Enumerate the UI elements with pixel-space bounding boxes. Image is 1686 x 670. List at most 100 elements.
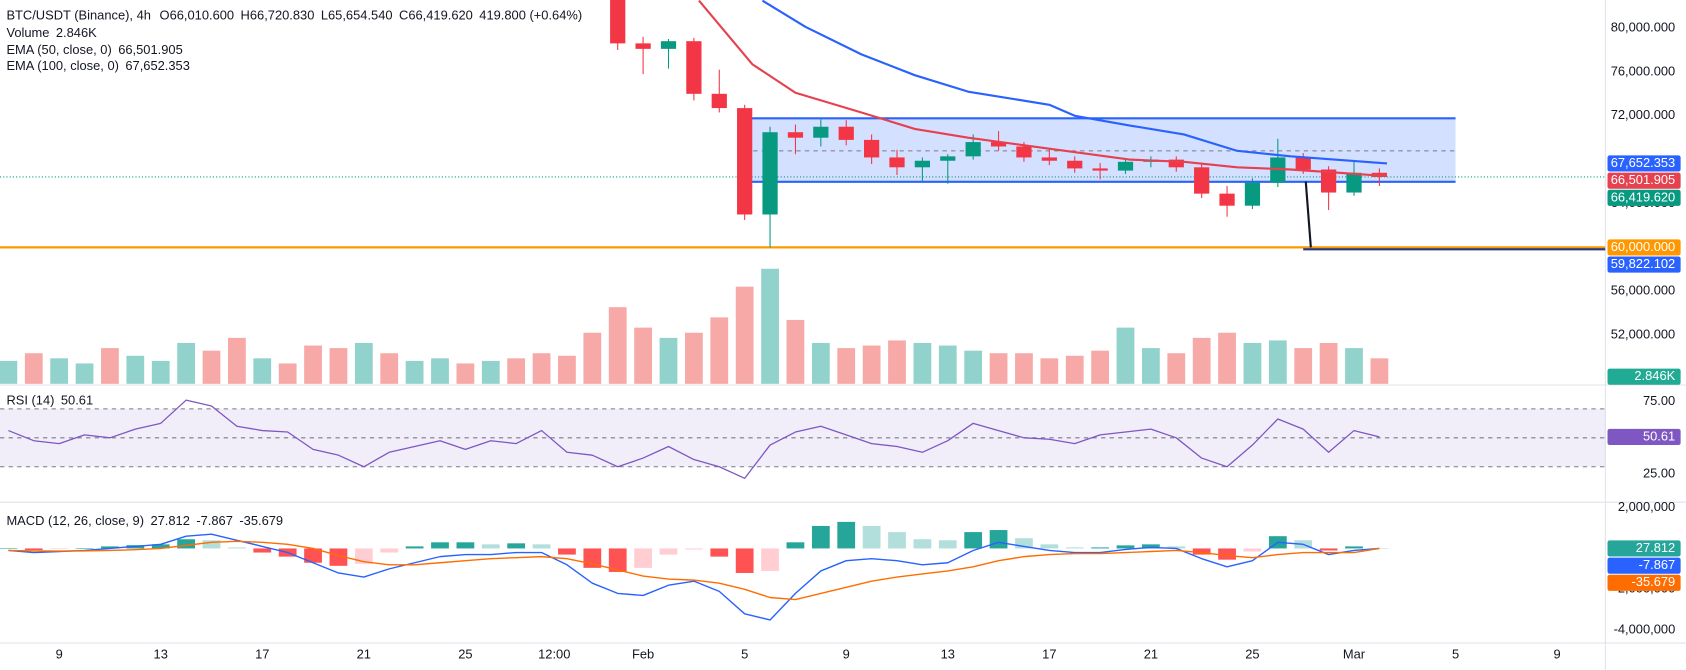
x-tick-label: 25 bbox=[1245, 646, 1259, 661]
candle-body bbox=[1092, 168, 1108, 171]
volume-bar bbox=[354, 342, 373, 384]
macd-histogram-bar bbox=[1040, 544, 1059, 549]
macd-histogram-bar bbox=[50, 548, 69, 549]
volume-bar bbox=[405, 360, 424, 384]
candle-body bbox=[1016, 146, 1032, 158]
macd-histogram-bar bbox=[761, 548, 779, 571]
macd-histogram-bar bbox=[151, 544, 170, 549]
candle-body bbox=[940, 156, 956, 161]
x-tick-label: Mar bbox=[1343, 646, 1366, 661]
volume-bar bbox=[1040, 358, 1059, 384]
ohlc-name: C bbox=[399, 8, 408, 23]
macd-pane bbox=[0, 521, 1389, 621]
macd-histogram-bar bbox=[989, 530, 1008, 549]
price-tag bbox=[1607, 428, 1681, 445]
candle-body bbox=[1346, 172, 1362, 193]
macd-histogram-bar bbox=[253, 548, 272, 553]
macd-histogram-bar bbox=[177, 539, 195, 549]
volume-bar bbox=[1091, 350, 1109, 384]
macd-histogram-bar bbox=[227, 547, 246, 549]
y-tick-label: 75.00 bbox=[1643, 393, 1675, 408]
x-tick-label: 5 bbox=[1452, 646, 1459, 661]
volume-bar bbox=[710, 317, 729, 384]
macd-histogram-bar bbox=[837, 521, 856, 549]
macd-histogram-bar bbox=[786, 542, 805, 549]
volume-bar bbox=[380, 353, 399, 384]
price-tag bbox=[1607, 172, 1681, 189]
x-tick-label: 17 bbox=[255, 646, 269, 661]
volume-bar bbox=[583, 332, 602, 384]
price-tag bbox=[1607, 557, 1681, 574]
macd-histogram-bar bbox=[532, 544, 551, 549]
candle-body bbox=[1244, 182, 1261, 206]
macd-histogram-bar bbox=[1319, 548, 1338, 551]
candle-body bbox=[889, 157, 905, 168]
x-tick-label: Feb bbox=[632, 646, 654, 661]
macd-histogram-bar bbox=[811, 525, 830, 549]
macd-histogram-bar bbox=[1091, 547, 1109, 549]
volume-bar bbox=[837, 348, 856, 384]
candle-body bbox=[787, 132, 804, 138]
legend-title: MACD (12, 26, close, 9) bbox=[6, 513, 144, 528]
volume-bar bbox=[431, 358, 449, 384]
ema-line bbox=[698, 0, 1388, 178]
volume-bar bbox=[177, 342, 195, 384]
macd-histogram-bar bbox=[1065, 547, 1084, 549]
axes: 80,000.00076,000.00072,000.00064,000.000… bbox=[56, 19, 1681, 661]
macd-histogram-bar bbox=[1218, 548, 1236, 560]
y-tick-label: 2,000,000 bbox=[1618, 499, 1675, 514]
ohlc-value: 66,720.830 bbox=[250, 8, 315, 23]
ohlc-name: L bbox=[321, 8, 328, 23]
macd-histogram-bar bbox=[735, 548, 754, 573]
legend-value: 27.812 bbox=[150, 513, 189, 528]
volume-bar bbox=[1142, 348, 1160, 384]
macd-histogram-bar bbox=[481, 544, 500, 549]
price-tag-label: 59,822.102 bbox=[1611, 256, 1676, 271]
price-tag-label: 67,652.353 bbox=[1611, 155, 1676, 170]
price-tag bbox=[1607, 574, 1681, 591]
price-tag-label: -35.679 bbox=[1632, 574, 1676, 589]
macd-histogram-bar bbox=[1015, 538, 1033, 549]
macd-histogram-bar bbox=[1192, 548, 1211, 555]
y-tick-label: 25.00 bbox=[1643, 465, 1675, 480]
volume-bar bbox=[75, 363, 94, 384]
macd-histogram-bar bbox=[202, 540, 221, 549]
volume-bar bbox=[1065, 355, 1084, 384]
ohlc-value: 66,010.600 bbox=[170, 8, 235, 23]
legend-value: 2.846K bbox=[56, 25, 97, 40]
volume-bar bbox=[1192, 337, 1211, 384]
legend-title: RSI (14) bbox=[6, 393, 54, 408]
volume-bar bbox=[964, 350, 983, 384]
volume-bar bbox=[634, 327, 652, 384]
volume-bar bbox=[253, 358, 272, 384]
volume-bar bbox=[481, 360, 500, 384]
x-tick-label: 21 bbox=[1144, 646, 1158, 661]
price-tag bbox=[1607, 239, 1681, 256]
volume-bar bbox=[608, 307, 627, 384]
volume-bar bbox=[1218, 332, 1236, 384]
macd-histogram-bar bbox=[862, 525, 881, 549]
price-tag-label: 60,000.000 bbox=[1611, 239, 1676, 254]
y-tick-label: 52,000.000 bbox=[1611, 327, 1676, 342]
macd-line bbox=[8, 540, 1380, 601]
x-tick-label: 13 bbox=[941, 646, 955, 661]
price-tag-label: 2.846K bbox=[1634, 368, 1675, 383]
volume-bar bbox=[202, 350, 221, 384]
macd-histogram-bar bbox=[0, 548, 18, 549]
macd-histogram-bar bbox=[888, 532, 906, 549]
volume-bar bbox=[1294, 348, 1313, 384]
volume-bar bbox=[507, 358, 526, 384]
volume-bar bbox=[101, 348, 119, 384]
legend-value: -7.867 bbox=[196, 513, 233, 528]
candle-body bbox=[1067, 160, 1083, 169]
candle-body bbox=[660, 41, 677, 49]
macd-histogram-bar bbox=[304, 548, 322, 563]
candle-body bbox=[711, 93, 727, 109]
macd-histogram-bar bbox=[1142, 544, 1160, 549]
price-tag-label: 50.61 bbox=[1643, 428, 1675, 443]
volume-bar bbox=[1319, 342, 1338, 384]
macd-histogram-bar bbox=[405, 546, 424, 549]
volume-bar bbox=[329, 348, 348, 384]
macd-line bbox=[8, 533, 1380, 621]
